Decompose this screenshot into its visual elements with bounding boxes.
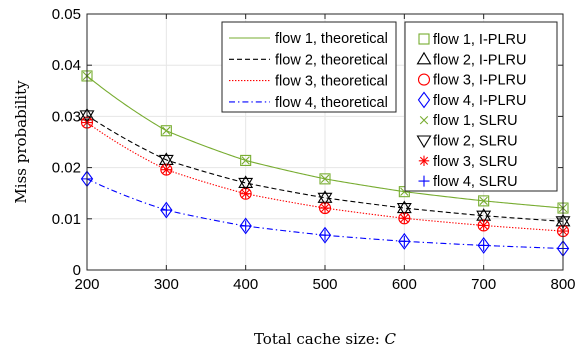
legend-theoretical: flow 1, theoretical flow 2, theoretical fl… — [221, 21, 397, 113]
marker-flow-1-i-plru — [160, 125, 172, 137]
x-axis-title-text: Total cache size: — [254, 330, 385, 348]
y-tick-label: 0.04 — [52, 57, 81, 74]
y-tick-label: 0.01 — [52, 211, 81, 228]
legend-label-flow-1-i-plru: flow 1, I-PLRU — [433, 32, 526, 48]
legend-label-flow-3-slru: flow 3, SLRU — [433, 154, 518, 170]
marker-flow-4-i-plru — [398, 232, 411, 250]
marker-flow-4-slru — [160, 204, 172, 216]
legend-simulation: flow 1, I-PLRU flow 2, I-PLRU flow 3, I-PL… — [404, 21, 558, 192]
marker-flow-4-i-plru — [160, 201, 173, 219]
marker-flow-2-i-plru — [238, 175, 254, 189]
legend-label-flow-1-theoretical: flow 1, theoretical — [275, 31, 388, 47]
marker-flow-4-slru — [240, 220, 252, 232]
marker-flow-1-i-plru — [398, 186, 410, 198]
marker-flow-4-i-plru — [477, 236, 490, 254]
x-tick-label: 200 — [74, 276, 99, 293]
y-axis-title: Miss probability — [12, 80, 30, 204]
marker-flow-4-slru — [398, 235, 410, 247]
legend-label-flow-1-slru: flow 1, SLRU — [433, 113, 518, 129]
y-tick-label: 0.03 — [52, 108, 81, 125]
y-tick-label: 0.05 — [52, 6, 81, 23]
marker-flow-3-slru — [478, 220, 489, 231]
marker-flow-1-slru — [162, 126, 171, 135]
marker-flow-3-i-plru — [398, 212, 411, 225]
x-tick-label: 600 — [392, 276, 417, 293]
x-tick-labels: 200 300 400 500 600 700 800 — [74, 276, 575, 293]
marker-flow-3-i-plru — [477, 219, 490, 232]
y-tick-labels: 0 0.01 0.02 0.03 0.04 0.05 — [52, 6, 81, 279]
legend-marker-flow-1-i-plru — [418, 33, 430, 45]
marker-flow-3-slru — [240, 188, 251, 199]
legend-simulation-box — [404, 21, 558, 192]
legend-marker-flow-3-slru — [418, 155, 430, 166]
legend-label-flow-4-i-plru: flow 4, I-PLRU — [433, 93, 526, 109]
x-axis-title-variable: C — [385, 330, 397, 348]
marker-flow-4-slru — [478, 239, 490, 251]
y-tick-label: 0 — [73, 262, 81, 279]
legend-label-flow-4-slru: flow 4, SLRU — [433, 174, 518, 190]
marker-flow-3-slru — [161, 164, 172, 175]
marker-flow-4-i-plru — [239, 217, 252, 235]
x-tick-label: 800 — [550, 276, 575, 293]
legend-theoretical-box — [221, 21, 397, 113]
marker-flow-3-i-plru — [318, 201, 332, 215]
legend-marker-flow-2-slru — [416, 135, 432, 149]
legend-label-flow-4-theoretical: flow 4, theoretical — [275, 95, 388, 111]
line-flow-2-theoretical — [86, 114, 564, 222]
marker-flow-3-i-plru — [160, 163, 173, 176]
legend-marker-flow-1-slru — [419, 116, 429, 125]
marker-flow-1-i-plru — [319, 173, 331, 185]
y-tick-label: 0.02 — [52, 160, 81, 177]
marker-flow-3-slru — [399, 213, 410, 224]
marker-flow-4-slru — [319, 229, 331, 241]
marker-flow-1-i-plru — [478, 195, 490, 207]
marker-flow-1-i-plru — [240, 154, 252, 166]
marker-flow-1-slru — [241, 156, 250, 165]
legend-marker-flow-2-i-plru — [416, 51, 432, 65]
x-tick-label: 300 — [154, 276, 179, 293]
marker-flow-2-slru — [476, 210, 492, 224]
legend-marker-flow-3-i-plru — [417, 73, 431, 86]
legend-marker-flow-4-slru — [418, 175, 430, 187]
legend-label-flow-2-theoretical: flow 2, theoretical — [275, 52, 388, 68]
marker-flow-1-slru — [320, 174, 330, 184]
x-tick-label: 500 — [312, 276, 337, 293]
x-axis-title: Total cache size: C — [254, 330, 397, 348]
marker-flow-3-i-plru — [239, 187, 252, 200]
marker-flow-2-slru — [238, 177, 254, 191]
marker-flow-4-i-plru — [318, 226, 332, 244]
x-tick-label: 700 — [471, 276, 496, 293]
marker-flow-2-slru — [396, 202, 412, 216]
marker-flow-2-slru — [158, 154, 174, 168]
legend-label-flow-3-theoretical: flow 3, theoretical — [275, 74, 388, 90]
tick-marks — [86, 13, 564, 271]
marker-flow-1-slru — [479, 196, 488, 206]
legend-label-flow-3-i-plru: flow 3, I-PLRU — [433, 73, 526, 89]
marker-flow-2-slru — [317, 192, 333, 206]
marker-flow-3-slru — [319, 202, 331, 214]
legend-label-flow-2-slru: flow 2, SLRU — [433, 134, 518, 150]
x-tick-label: 400 — [233, 276, 258, 293]
series-flow-1-i-plru — [81, 70, 569, 214]
legend-label-flow-2-i-plru: flow 2, I-PLRU — [433, 52, 526, 68]
legend-marker-flow-4-i-plru — [417, 91, 431, 109]
